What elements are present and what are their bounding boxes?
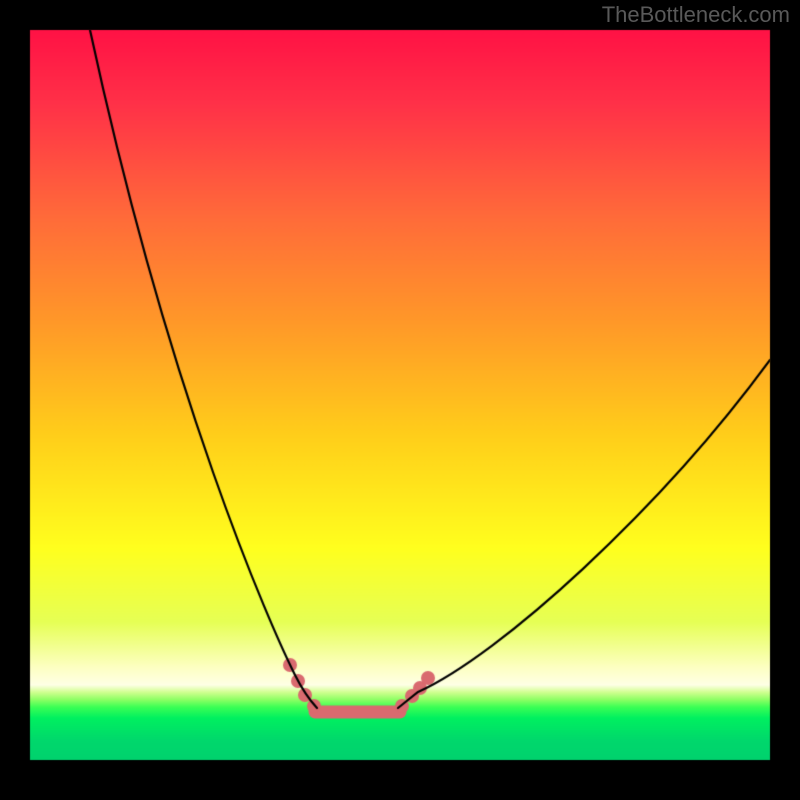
chart-container: TheBottleneck.com xyxy=(0,0,800,800)
watermark-text: TheBottleneck.com xyxy=(602,2,790,28)
bottleneck-curve xyxy=(0,0,800,800)
